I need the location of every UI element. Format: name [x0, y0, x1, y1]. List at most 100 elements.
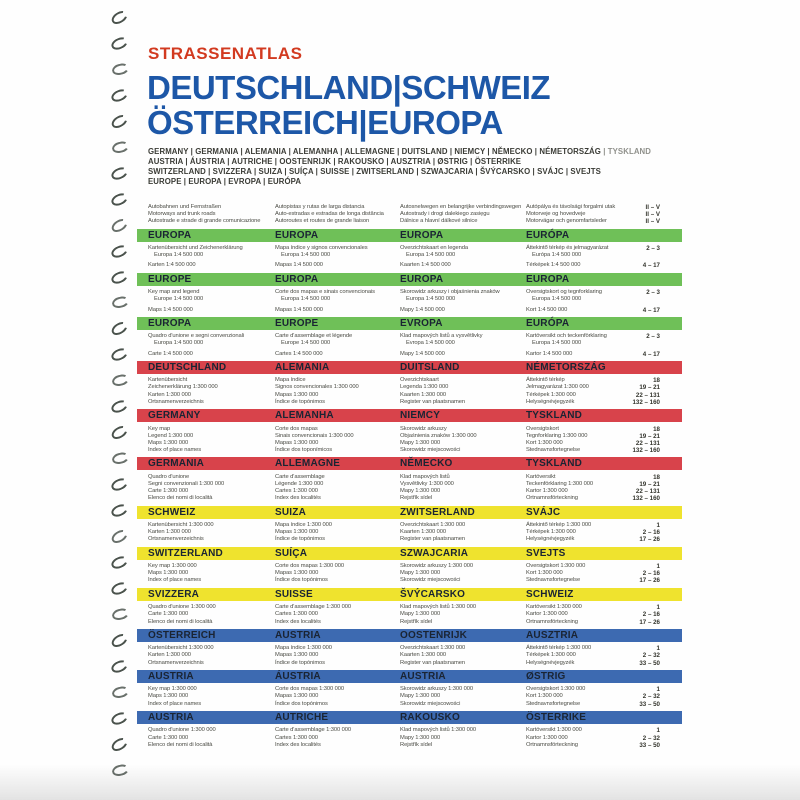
page-number: 2 – 32 [642, 734, 660, 742]
toc-cell: Térképek 1:300 000 [526, 391, 576, 398]
country-names-line: GERMANY | GERMANIA | ALEMANIA | ALEMANHA… [148, 147, 682, 157]
toc-cell: Helységnévjegyzék [526, 398, 575, 405]
toc-cell: Áttekintő térkép [526, 377, 565, 384]
country-names-text: AUSTRIA | ÁUSTRIA | AUTRICHE | OOSTENRIJ… [148, 157, 522, 166]
spiral-coil-mark [110, 61, 131, 77]
toc-cell: Helységnévjegyzék [526, 536, 575, 543]
toc-cell: Carte d'assemblage et légende [275, 333, 353, 340]
country-names-text: SWITZERLAND | SVIZZERA | SUIZA | SUÍÇA |… [148, 167, 601, 176]
section-heading: EUROPA [275, 273, 319, 285]
spiral-coil-mark [109, 735, 130, 754]
toc-section-blue: AUSTRIA AUTRICHE RAKOUSKO ÖSTERRIKE Quadro d… [137, 710, 682, 749]
toc-cell: Karten 1:300 000 [148, 529, 191, 536]
toc-line: Index of place names Índice dos topónimos… [137, 577, 682, 584]
spiral-coil-mark [109, 215, 130, 235]
toc-cell: Kartöversikt och teckenförklaring [526, 333, 607, 340]
page-number: 2 – 16 [642, 611, 660, 619]
section-heading: SUÍÇA [275, 547, 308, 559]
spiral-coil-mark [109, 527, 130, 546]
toc-cell: Quadro d'unione [148, 473, 190, 480]
section-heading: DEUTSCHLAND [148, 361, 227, 373]
toc-line: Kartenübersicht 1:300 000 Mapa índice 1:3… [137, 522, 682, 529]
toc-cell: Corte dos mapas e sinais convencionais [275, 289, 375, 296]
page-number: 19 – 21 [639, 384, 660, 392]
toc-cell: Stednavnsfortegnelse [526, 577, 581, 584]
section-heading: GERMANIA [148, 458, 205, 470]
toc-line: Ortsnamenverzeichnis Índice de topónimos R… [137, 536, 682, 543]
section-heading: NIEMCY [400, 410, 441, 421]
page-number: 18 [653, 473, 660, 481]
toc-cell: Klad mapových listů [400, 473, 450, 480]
toc-cell: Kaarten 1:300 000 [400, 529, 447, 536]
page-number: 33 – 50 [639, 700, 660, 708]
toc-cell: Kartöversikt [526, 473, 556, 480]
toc-cell: Áttekintő térkép 1:300 000 [526, 645, 592, 652]
title-line-1: DEUTSCHLAND|SCHWEIZ [147, 69, 551, 106]
toc-cell: Carte d'assemblage [275, 473, 325, 480]
toc-line: Europe 1:4 500 000 Europa 1:4 500 000 Euro… [137, 296, 682, 303]
toc-section-green: EUROPA EUROPA EUROPA EURÓPA Kartenübersicht … [137, 228, 682, 270]
toc-cell: Europa 1:4 500 000 [281, 252, 331, 259]
toc-cell: Elenco dei nomi di località [148, 495, 213, 502]
toc-cell: Register van plaatsnamen [400, 536, 465, 543]
toc-cell: Skorowidz arkuszy 1:300 000 [400, 686, 474, 693]
toc-cell: Autostrade e strade di grande comunicazi… [148, 218, 261, 225]
toc-cell: Overzichtskaart 1:300 000 [400, 645, 466, 652]
spiral-binding [109, 8, 133, 778]
toc-cell: Mapas 1:300 000 [275, 570, 319, 577]
toc-line: Autobahnen und Fernstraßen Autopistas y r… [137, 204, 682, 211]
toc-cell: Europa 1:4 500 000 [532, 340, 582, 347]
toc-cell: Key map 1:300 000 [148, 563, 197, 570]
section-heading: OOSTENRIJK [400, 629, 468, 641]
spiral-coil-mark [109, 346, 130, 364]
spiral-coil-mark [109, 34, 130, 52]
country-names-line: AUSTRIA | ÁUSTRIA | AUTRICHE | OOSTENRIJ… [148, 157, 682, 167]
toc-cell: Ortnamnsförteckning [526, 618, 578, 625]
spiral-coil-mark [110, 139, 131, 155]
toc-cell: Índice dos toponímicos [275, 447, 333, 454]
toc-line: Quadro d'unione 1:300 000 Carte d'assembl… [137, 604, 682, 611]
section-heading: ÁUSTRIA [275, 670, 321, 682]
section-heading: EUROPA [148, 229, 192, 241]
toc-line: Key map 1:300 000 Corte dos mapas 1:300 0… [137, 686, 682, 693]
section-heading: GERMANY [148, 410, 201, 421]
toc-cell: Europe 1:4 500 000 [281, 340, 331, 347]
toc-cell: Európa 1:4 500 000 [532, 252, 582, 259]
toc-cell: Klad mapových listů 1:300 000 [400, 604, 477, 611]
page-number: 4 – 17 [642, 262, 660, 270]
toc-cell: Térképek 1:4 500 000 [526, 262, 581, 269]
spiral-coil-mark [110, 295, 131, 311]
toc-line: Autostrade e strade di grande comunicazi… [137, 218, 682, 225]
page-number: II – V [645, 211, 660, 219]
toc-cell: Europa 1:4 500 000 [154, 340, 204, 347]
toc-cell: Objaśnienia znaków 1:300 000 [400, 432, 477, 439]
spiral-coil-mark [110, 606, 131, 622]
toc-cell: Index of place names [148, 447, 202, 454]
toc-cell: Register van plaatsnamen [400, 659, 465, 666]
toc-cell: Mapa índice 1:300 000 [275, 645, 332, 652]
page-number: 4 – 17 [642, 350, 660, 358]
section-band: ÖSTERREICH AUSTRIA OOSTENRIJK AUSZTRIA [137, 628, 682, 642]
section-heading: EUROPA [148, 317, 192, 329]
page-number: 1 [656, 563, 660, 571]
toc-section-red: GERMANIA ALLEMAGNE NĚMECKO TYSKLAND Quadro d… [137, 457, 682, 502]
page-number: 1 [656, 645, 660, 653]
toc-cell: Quadro d'unione 1:300 000 [148, 727, 216, 734]
page-title: DEUTSCHLAND|SCHWEIZ ÖSTERREICH|EUROPA [147, 69, 551, 140]
toc-cell: Carte d'assemblage 1:300 000 [275, 727, 351, 734]
toc-section-blue: ÖSTERREICH AUSTRIA OOSTENRIJK AUSZTRIA Karte… [137, 628, 682, 667]
toc-line: Maps 1:300 000 Mapas 1:300 000 Mapy 1:300 … [137, 693, 682, 700]
toc-cell: Índice de topónimos [275, 398, 325, 405]
toc-cell: Skorowidz miejscowości [400, 447, 461, 454]
toc-cell: Index des localités [275, 741, 321, 748]
toc-cell: Kartenübersicht und Zeichenerklärung [148, 245, 243, 252]
toc-cell: Teckenförklaring 1:300 000 [526, 480, 594, 487]
country-names-multilingual: GERMANY | GERMANIA | ALEMANIA | ALEMANHA… [148, 147, 682, 187]
section-band: SVIZZERA SUISSE ŠVÝCARSKO SCHWEIZ [137, 587, 682, 601]
page-number: 2 – 3 [646, 245, 660, 253]
spiral-coil-mark [109, 657, 130, 675]
toc-line: Ortsnamenverzeichnis Índice de topónimos R… [137, 399, 682, 406]
spiral-coil-mark [109, 242, 130, 260]
toc-cell: Motorvägar och genomfartsleder [526, 218, 607, 225]
toc-cell: Mapas 1:300 000 [275, 529, 319, 536]
